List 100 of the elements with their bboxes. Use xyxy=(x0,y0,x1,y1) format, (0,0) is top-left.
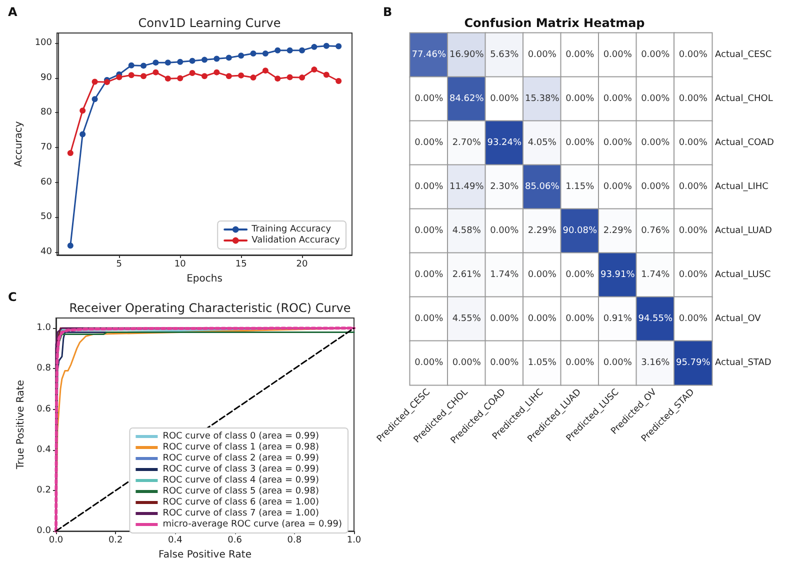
y-axis-title: Accuracy xyxy=(13,121,24,167)
point xyxy=(262,50,268,57)
point xyxy=(336,78,342,84)
point xyxy=(67,242,74,249)
point xyxy=(226,54,232,61)
data-label: 4.58% xyxy=(452,226,482,236)
x-axis-title: False Positive Rate xyxy=(158,550,252,560)
data-label: 0.91% xyxy=(603,314,632,324)
y-tick-label: Actual_OV xyxy=(715,314,762,324)
data-label: 90.08% xyxy=(562,226,598,236)
legend-label: Validation Accuracy xyxy=(252,236,341,246)
data-label: 0.00% xyxy=(490,94,520,104)
data-label: 0.00% xyxy=(414,270,444,280)
data-label: 0.00% xyxy=(566,50,595,60)
data-label: 0.00% xyxy=(414,314,444,324)
y-tick-label: 90 xyxy=(40,72,52,83)
y-tick-label: 40 xyxy=(40,246,52,257)
x-tick-label: 0.0 xyxy=(48,536,64,546)
data-label: 2.29% xyxy=(528,226,557,236)
point xyxy=(250,50,256,57)
point xyxy=(299,47,306,54)
data-label: 0.00% xyxy=(490,314,520,324)
data-label: 0.00% xyxy=(603,138,632,148)
point xyxy=(140,62,147,69)
data-label: 0.00% xyxy=(414,358,444,368)
y-axis-title: True Positive Rate xyxy=(15,380,26,470)
x-tick-label: 5 xyxy=(116,260,122,270)
x-tick-label: 15 xyxy=(235,260,247,270)
data-label: 1.74% xyxy=(641,270,670,280)
data-label: 0.00% xyxy=(678,138,708,148)
y-tick-label: 1.0 xyxy=(36,323,52,334)
text: A xyxy=(8,5,18,19)
y-tick-label: Actual_STAD xyxy=(715,358,772,368)
data-label: 77.46% xyxy=(412,50,446,60)
point xyxy=(238,52,244,59)
y-tick-label: 50 xyxy=(40,212,52,222)
point xyxy=(177,75,184,82)
point xyxy=(116,74,122,80)
point xyxy=(164,76,171,82)
legend-label: ROC curve of class 1 (area = 0.98) xyxy=(162,442,319,452)
data-label: 93.24% xyxy=(487,138,522,148)
y-tick-label: 100 xyxy=(34,38,52,48)
point xyxy=(286,74,293,80)
y-tick-label: 0.2 xyxy=(36,486,51,496)
data-label: 16.90% xyxy=(449,50,484,60)
point xyxy=(274,76,281,82)
x-tick-label: 1.0 xyxy=(346,536,362,546)
point xyxy=(92,96,98,102)
legend-label: ROC curve of class 5 (area = 0.98) xyxy=(162,486,319,496)
y-tick-label: 0.8 xyxy=(36,364,52,374)
point xyxy=(80,108,86,114)
point xyxy=(274,47,281,54)
data-label: 0.00% xyxy=(678,94,708,104)
point xyxy=(299,74,306,81)
data-label: 1.05% xyxy=(528,358,557,368)
data-label: 3.16% xyxy=(641,358,670,368)
point xyxy=(311,66,318,73)
data-label: 0.00% xyxy=(678,314,708,324)
point xyxy=(214,56,220,62)
data-label: 85.06% xyxy=(524,182,560,192)
data-label: 0.00% xyxy=(678,226,708,236)
data-label: 0.00% xyxy=(414,138,444,148)
data-label: 0.00% xyxy=(678,270,708,280)
data-label: 0.00% xyxy=(678,182,708,192)
y-tick-label: Actual_CESC xyxy=(715,50,772,60)
data-label: 0.00% xyxy=(566,358,595,368)
point xyxy=(238,72,244,78)
legend-label: ROC curve of class 7 (area = 1.00) xyxy=(162,508,319,518)
legend-label: ROC curve of class 0 (area = 0.99) xyxy=(162,432,319,442)
y-tick-label: 0.0 xyxy=(36,526,52,536)
data-label: 0.00% xyxy=(566,138,595,148)
text: C xyxy=(8,290,17,304)
data-label: 11.49% xyxy=(449,182,484,192)
data-label: 2.29% xyxy=(603,226,632,236)
data-label: 2.30% xyxy=(490,182,520,192)
data-label: 1.74% xyxy=(490,270,520,280)
data-label: 0.00% xyxy=(603,358,632,368)
point xyxy=(323,42,330,49)
point xyxy=(152,69,159,76)
legend-label: ROC curve of class 4 (area = 0.99) xyxy=(162,476,319,486)
point xyxy=(152,60,159,66)
chart-title: Confusion Matrix Heatmap xyxy=(464,16,646,30)
x-tick-label: 20 xyxy=(296,260,308,270)
data-label: 0.00% xyxy=(528,50,557,60)
point xyxy=(214,69,220,76)
chart-title: Conv1D Learning Curve xyxy=(138,16,281,30)
x-tick-label: 0.4 xyxy=(168,536,183,546)
x-axis-title: Epochs xyxy=(186,273,222,284)
data-label: 4.05% xyxy=(528,138,557,148)
point xyxy=(262,68,268,74)
y-tick-label: Actual_CHOL xyxy=(715,94,773,104)
data-label: 84.62% xyxy=(449,94,484,104)
data-label: 2.70% xyxy=(452,138,482,148)
y-tick-label: 70 xyxy=(40,142,52,152)
point xyxy=(164,60,171,66)
point xyxy=(202,73,208,80)
y-tick-label: 0.4 xyxy=(36,444,52,455)
y-tick-label: Actual_COAD xyxy=(715,138,774,148)
data-label: 0.00% xyxy=(603,50,632,60)
point xyxy=(336,43,342,50)
